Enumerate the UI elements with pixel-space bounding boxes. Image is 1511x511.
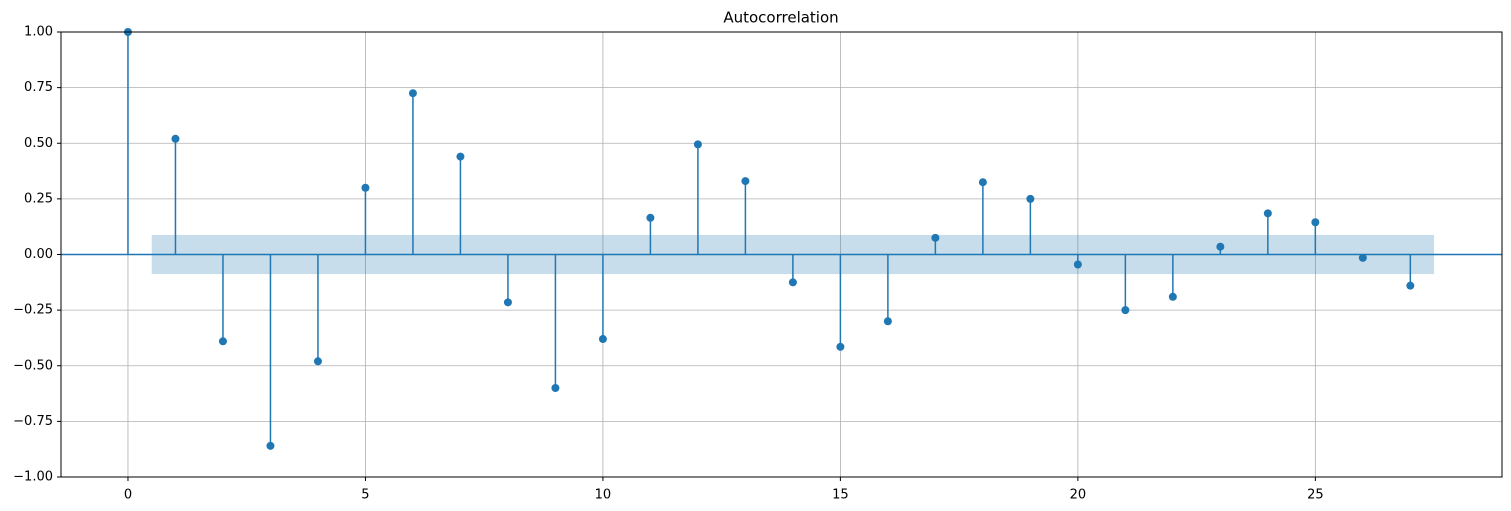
- x-tick-label: 10: [595, 488, 612, 503]
- x-tick-label: 20: [1070, 488, 1087, 503]
- marker: [171, 134, 180, 143]
- marker: [646, 213, 655, 222]
- marker: [1216, 242, 1225, 251]
- axes-frame: [60, 31, 1503, 478]
- chart-title: Autocorrelation: [723, 9, 838, 27]
- y-tick-label: 0.00: [24, 247, 53, 262]
- y-tick-label: 1.00: [24, 25, 53, 40]
- marker: [978, 178, 987, 187]
- marker: [1168, 292, 1177, 301]
- marker: [693, 140, 702, 149]
- marker: [1121, 306, 1130, 315]
- y-tick-label: −1.00: [13, 470, 53, 485]
- y-tick-label: −0.50: [13, 358, 53, 373]
- y-tick-label: −0.75: [13, 414, 53, 429]
- marker: [883, 317, 892, 326]
- marker: [1073, 260, 1082, 269]
- marker: [931, 233, 940, 242]
- marker: [1263, 209, 1272, 218]
- marker: [836, 342, 845, 351]
- marker: [266, 441, 275, 450]
- marker: [598, 335, 607, 344]
- marker: [313, 357, 322, 366]
- marker: [456, 152, 465, 161]
- marker: [1311, 218, 1320, 227]
- marker: [1358, 253, 1367, 262]
- marker: [218, 337, 227, 346]
- marker: [788, 278, 797, 287]
- marker: [741, 177, 750, 186]
- x-tick-label: 0: [124, 488, 132, 503]
- marker: [361, 183, 370, 192]
- y-tick-label: 0.75: [24, 80, 53, 95]
- y-tick-label: 0.50: [24, 136, 53, 151]
- x-tick-label: 15: [832, 488, 849, 503]
- y-tick-label: −0.25: [13, 303, 53, 318]
- y-tick-label: 0.25: [24, 191, 53, 206]
- marker: [1406, 281, 1415, 290]
- marker: [503, 298, 512, 307]
- x-tick-label: 5: [361, 488, 369, 503]
- marker: [408, 89, 417, 98]
- x-tick-label: 25: [1307, 488, 1324, 503]
- marker: [1026, 194, 1035, 203]
- marker: [551, 384, 560, 392]
